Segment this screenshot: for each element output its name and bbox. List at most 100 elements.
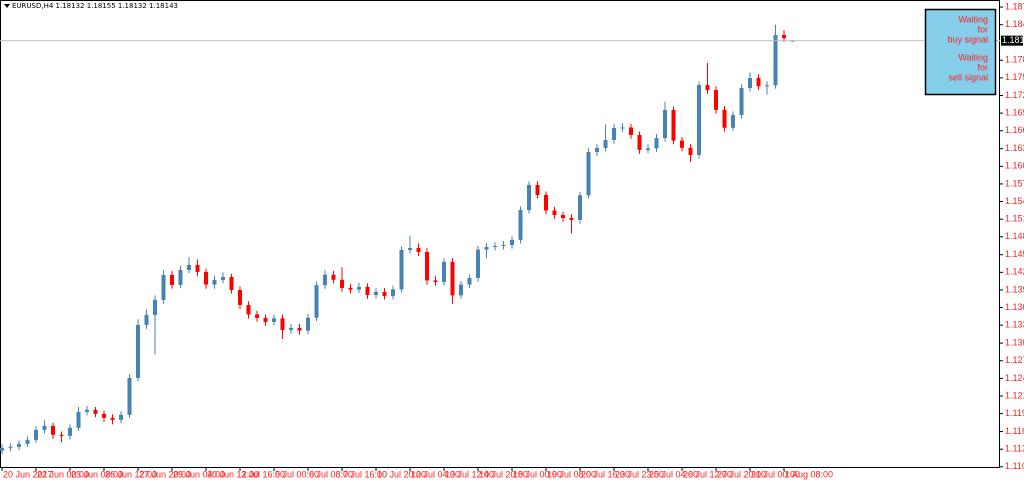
x-tick-label: 20 Jun 2017 [3, 469, 53, 479]
candle-body [25, 439, 30, 444]
candle-body [586, 152, 591, 196]
candle-body [501, 244, 506, 246]
y-tick-label: 1.16040 [1005, 161, 1024, 171]
candle-body [722, 109, 727, 128]
candle-body [127, 377, 132, 415]
candle-body [476, 249, 480, 278]
candle-body [654, 138, 659, 149]
annotation: buy signal [947, 34, 988, 44]
x-tick-label: 10 Jul 20:00 [377, 469, 426, 479]
y-tick-label: 1.12785 [1005, 355, 1024, 365]
candle-body [408, 247, 412, 250]
candle-body [212, 279, 217, 285]
candle-body [314, 285, 319, 318]
y-tick-label: 1.11305 [1005, 444, 1024, 454]
price-tag-label: 1.18143 [1002, 35, 1024, 45]
candle-body [552, 210, 557, 215]
candle-body [280, 318, 285, 330]
candle-body [204, 271, 208, 285]
signal-panel [924, 8, 997, 96]
x-tick-label: 12 Jul 04:00 [411, 469, 460, 479]
candle-body [51, 425, 55, 435]
candle-body [518, 209, 523, 240]
candle-body [59, 434, 64, 436]
y-tick-label: 1.14265 [1005, 267, 1024, 277]
y-tick-label: 1.18410 [1005, 19, 1024, 29]
y-tick-label: 1.12195 [1005, 390, 1024, 400]
x-tick-label: 22 Jun 00:00 [37, 469, 89, 479]
y-tick-label: 1.14560 [1005, 249, 1024, 259]
candle-body [297, 327, 302, 331]
candle-body [110, 417, 115, 420]
candle-body [510, 239, 514, 245]
candle-body [459, 284, 463, 296]
x-tick-label: 23 Jun 08:00 [71, 469, 123, 479]
x-tick-label: 20 Jul 16:00 [581, 469, 630, 479]
candle-body [0, 447, 4, 451]
candle-body [255, 314, 259, 318]
candle-body [221, 276, 225, 280]
candle-body [595, 148, 599, 153]
candle-body [229, 276, 234, 290]
candle-body [289, 327, 293, 330]
y-tick-label: 1.15155 [1005, 214, 1024, 224]
candle-body [93, 409, 98, 414]
candle-body [76, 411, 81, 428]
y-tick-label: 1.13080 [1005, 338, 1024, 348]
y-tick-label: 1.13970 [1005, 284, 1024, 294]
candle-body [433, 280, 438, 282]
y-tick-label: 1.17815 [1005, 55, 1024, 65]
candle-body [527, 184, 531, 210]
candle-body [195, 264, 200, 272]
candle-body [765, 85, 769, 87]
annotation: Waiting [958, 52, 988, 62]
candle-body [612, 127, 616, 141]
candle-body [391, 289, 395, 296]
candle-body [782, 35, 786, 39]
candle-body [578, 195, 582, 220]
annotation: for [977, 24, 988, 34]
candle-body [773, 35, 778, 86]
annotation: sell signal [948, 72, 988, 82]
y-tick-label: 1.11900 [1005, 408, 1024, 418]
candle-body [8, 446, 13, 448]
candle-body [323, 274, 327, 286]
x-tick-label: 1 Aug 08:00 [785, 469, 833, 479]
y-tick-label: 1.16335 [1005, 143, 1024, 153]
candle-body [544, 194, 548, 211]
candle-body [697, 85, 701, 156]
candle-body [136, 324, 140, 378]
candle-body [68, 427, 72, 436]
x-tick-label: 18 Jul 00:00 [513, 469, 562, 479]
candle-body [348, 287, 353, 290]
x-tick-label: 23 Jul 23:00 [615, 469, 664, 479]
candle-body [731, 115, 735, 128]
candle-body [442, 261, 446, 282]
candle-body [705, 85, 710, 91]
candle-body [119, 414, 123, 420]
x-tick-label: 26 Jul 12:00 [683, 469, 732, 479]
candle-body [331, 274, 336, 280]
y-tick-label: 1.14860 [1005, 231, 1024, 241]
candle-body [416, 247, 421, 252]
y-tick-label: 1.18705 [1005, 1, 1024, 11]
y-tick-label: 1.13675 [1005, 302, 1024, 312]
candle-body [153, 299, 157, 315]
price-tag [1001, 35, 1023, 46]
candle-body [467, 277, 472, 285]
x-tick-label: 19 Jul 08:00 [547, 469, 596, 479]
x-tick-label: 26 Jun 12:00 [105, 469, 157, 479]
candle-body [85, 409, 89, 412]
candles [0, 24, 1000, 455]
candle-body [144, 314, 149, 325]
candle-body [748, 78, 752, 89]
plot-frame [0, 0, 1000, 468]
candle-body [263, 317, 268, 322]
candle-body [382, 291, 387, 296]
y-tick-label: 1.15745 [1005, 178, 1024, 188]
candle-body [399, 249, 404, 290]
